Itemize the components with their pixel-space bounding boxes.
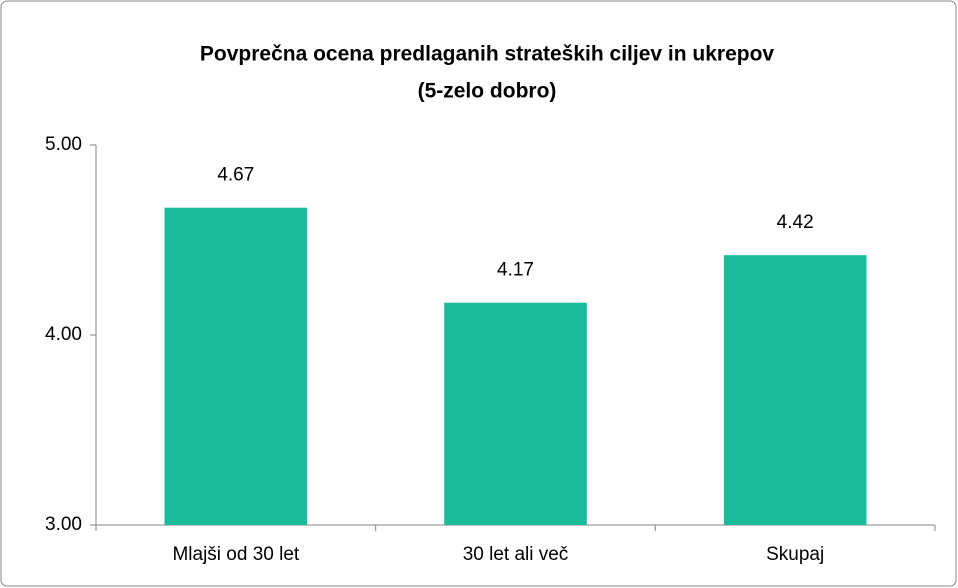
data-label: 4.42	[777, 212, 814, 233]
chart-title: (5-zelo dobro)	[418, 80, 557, 103]
y-tick-label: 4.00	[45, 324, 82, 345]
chart-title: Povprečna ocena predlaganih strateških c…	[200, 43, 775, 66]
bar	[164, 207, 308, 525]
bar	[444, 302, 587, 525]
x-tick-label: Skupaj	[766, 544, 824, 565]
data-label: 4.17	[497, 260, 534, 281]
bar	[723, 255, 867, 525]
y-tick-label: 3.00	[45, 514, 82, 535]
data-label: 4.67	[217, 165, 254, 186]
x-tick-label: 30 let ali več	[463, 544, 569, 565]
y-tick-label: 5.00	[45, 134, 82, 155]
x-tick-label: Mlajši od 30 let	[172, 544, 299, 565]
